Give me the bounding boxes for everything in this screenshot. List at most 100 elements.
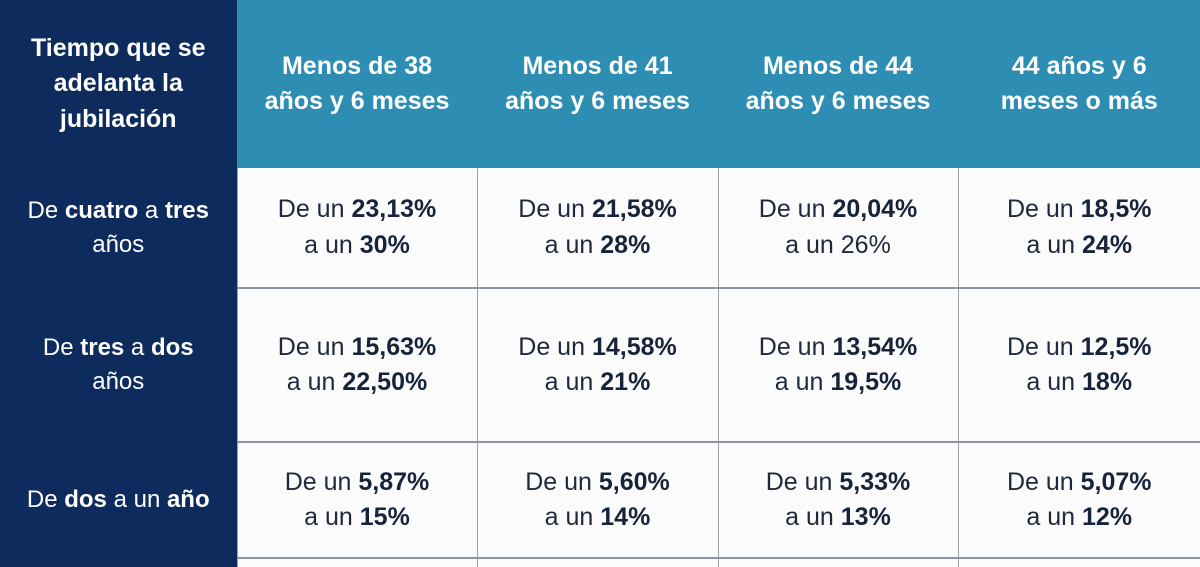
emphasis-text: tres [80, 333, 125, 361]
cell-line-from: De un 5,33% [729, 465, 948, 501]
column-header-2: Menos de 44 años y 6 meses [717, 0, 958, 168]
cell-line-from: De un 20,04% [729, 192, 948, 228]
table-row: De cuatro a tres años De un 23,13% a un 30… [0, 168, 1200, 289]
column-header-0: Menos de 38 años y 6 meses [236, 0, 477, 168]
cell-line-to: a un 15% [248, 500, 467, 536]
plain-text: De [42, 333, 81, 361]
emphasis-text: año [166, 485, 210, 513]
plain-text: De un [277, 195, 352, 223]
plain-text: a un [286, 368, 343, 396]
table-row [0, 558, 1200, 567]
cell-line-to: a un 13% [729, 500, 948, 536]
table-row: De dos a un año De un 5,87% a un 15% De un … [0, 442, 1200, 559]
emphasis-text: 18,5% [1080, 195, 1152, 223]
plain-text: De un [765, 467, 840, 496]
plain-text: De [26, 485, 65, 513]
data-cell-r2-c1: De un 5,60% a un 14% [476, 442, 718, 559]
cell-line-from: De un 12,5% [969, 330, 1191, 366]
emphasis-text: 19,5% [830, 368, 902, 396]
plain-text: De un [758, 332, 833, 361]
emphasis-text: tres [164, 196, 209, 224]
plain-text: a un [1026, 230, 1083, 259]
cell-line-from: De un 13,54% [729, 330, 948, 366]
plain-text: a un [1026, 503, 1083, 531]
plain-text: De [27, 196, 65, 224]
plain-text: a un [304, 503, 360, 531]
plain-text: De un [277, 332, 352, 361]
row-header-cell-3 [0, 558, 237, 567]
emphasis-text: 21% [600, 368, 651, 396]
emphasis-text: dos [64, 485, 107, 513]
emphasis-text: 15% [359, 503, 410, 531]
table-row: De tres a dos años De un 15,63% a un 22,50… [0, 288, 1200, 443]
plain-text: De un [518, 195, 592, 223]
plain-text: De un [1006, 467, 1081, 496]
plain-text: De un [1006, 332, 1081, 361]
cell-line-to: a un 30% [248, 228, 467, 264]
data-cell-r1-c2: De un 13,54% a un 19,5% [717, 288, 958, 443]
emphasis-text: 22,50% [342, 368, 428, 396]
data-cell-r2-c2: De un 5,33% a un 13% [717, 442, 958, 559]
plain-text: a un [106, 485, 167, 513]
data-cell-r1-c3: De un 12,5% a un 18% [957, 288, 1200, 443]
cell-line-to: a un 18% [969, 365, 1191, 401]
cell-line-from: De un 23,13% [248, 192, 467, 228]
cell-line-to: a un 14% [488, 500, 708, 536]
emphasis-text: 21,58% [591, 195, 677, 223]
cell-line-to: a un 22,50% [248, 365, 467, 401]
plain-text: a un [544, 230, 601, 259]
plain-text: a un [544, 368, 601, 396]
data-cell-r0-c0: De un 23,13% a un 30% [236, 168, 477, 289]
cell-line-to: a un 24% [969, 228, 1191, 264]
cell-line-from: De un 18,5% [969, 192, 1191, 228]
data-cell-r3-c1 [476, 558, 718, 567]
plain-text: a un [785, 503, 841, 531]
plain-text: a un 26% [785, 230, 891, 259]
column-header-1: Menos de 41 años y 6 meses [476, 0, 718, 168]
plain-text: a [138, 196, 165, 224]
cell-line-to: a un 19,5% [729, 365, 948, 401]
row-header-cell-2: De dos a un año [0, 442, 237, 558]
emphasis-text: 14% [600, 503, 651, 531]
cell-line-to: a un 12% [969, 500, 1191, 536]
data-cell-r0-c1: De un 21,58% a un 28% [476, 168, 718, 289]
plain-text: a un [544, 503, 601, 531]
emphasis-text: 5,07% [1080, 467, 1152, 496]
cell-line-from: De un 5,07% [969, 465, 1191, 501]
row-header-cell-1: De tres a dos años [0, 288, 237, 442]
emphasis-text: 13,54% [832, 332, 918, 361]
emphasis-text: 13% [840, 503, 891, 531]
data-cell-r3-c2 [717, 558, 958, 567]
plain-text: a [124, 333, 151, 361]
emphasis-text: 24% [1082, 230, 1133, 259]
plain-text: años [92, 368, 145, 395]
cell-line-from: De un 14,58% [488, 330, 708, 366]
data-cell-r3-c3 [957, 558, 1200, 567]
cell-line-to: a un 26% [729, 228, 948, 264]
data-cell-r0-c3: De un 18,5% a un 24% [957, 168, 1200, 289]
header-row: Tiempo que se adelanta la jubilación Men… [0, 0, 1200, 168]
cell-line-from: De un 21,58% [488, 192, 708, 228]
emphasis-text: 5,60% [598, 467, 670, 496]
plain-text: De un [758, 195, 833, 223]
cell-line-to: a un 28% [488, 228, 708, 264]
column-header-3: 44 años y 6 meses o más [957, 0, 1200, 168]
plain-text: a un [774, 368, 831, 396]
emphasis-text: 5,87% [358, 467, 430, 496]
emphasis-text: 12,5% [1080, 332, 1152, 361]
emphasis-text: 15,63% [351, 332, 437, 361]
emphasis-text: 18% [1082, 368, 1133, 396]
emphasis-text: cuatro [64, 196, 139, 224]
plain-text: De un [525, 467, 599, 496]
data-cell-r3-c0 [236, 558, 477, 567]
cell-line-from: De un 5,87% [248, 465, 467, 501]
data-cell-r2-c0: De un 5,87% a un 15% [236, 442, 477, 559]
data-cell-r1-c0: De un 15,63% a un 22,50% [236, 288, 477, 443]
plain-text: De un [284, 467, 359, 496]
plain-text: De un [1006, 195, 1081, 223]
emphasis-text: 23,13% [351, 195, 437, 223]
emphasis-text: 5,33% [839, 467, 911, 496]
table-body: De cuatro a tres años De un 23,13% a un 30… [0, 168, 1200, 567]
